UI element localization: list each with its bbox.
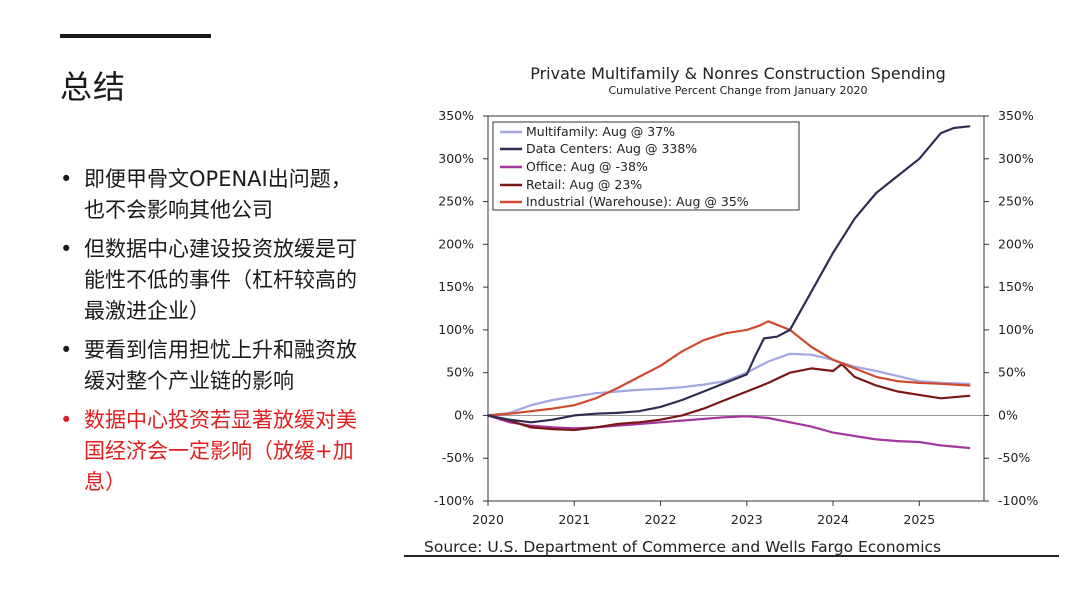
legend: Multifamily: Aug @ 37% Data Centers: Aug…	[492, 121, 800, 211]
x-tick-label: 2022	[645, 512, 677, 527]
chart-title: Private Multifamily & Nonres Constructio…	[530, 64, 946, 83]
legend-box	[492, 121, 800, 211]
title-rule	[60, 34, 211, 38]
y-tick-label-left: 200%	[438, 236, 474, 251]
bullet-item: • 但数据中心建设投资放缓是可能性不低的事件（杠杆较高的最激进企业）	[60, 234, 370, 327]
series-lines	[486, 125, 971, 450]
bullet-text: 要看到信用担忧上升和融资放缓对整个产业链的影响	[84, 338, 357, 393]
y-tick-label-right: 200%	[998, 236, 1034, 251]
y-tick-label-left: 0%	[454, 407, 474, 422]
x-tick-label: 2024	[817, 512, 849, 527]
y-tick-label-right: 50%	[998, 365, 1026, 380]
y-tick-label-right: 300%	[998, 151, 1034, 166]
bullet-dot: •	[60, 338, 73, 362]
slide-title: 总结	[60, 68, 127, 106]
chart-subtitle: Cumulative Percent Change from January 2…	[608, 84, 867, 97]
bullet-item-highlight: • 数据中心投资若显著放缓对美国经济会一定影响（放缓+加息）	[60, 405, 370, 498]
y-tick-label-left: 100%	[438, 322, 474, 337]
y-axis-right: -100% -50% 0% 50% 100% 150% 200% 250% 300% 350%	[984, 108, 1038, 508]
bullet-dot: •	[60, 408, 73, 432]
source-underline	[404, 555, 1059, 557]
chart-svg: Private Multifamily & Nonres Constructio…	[424, 64, 1038, 556]
series-line-multifamily	[486, 352, 971, 417]
legend-label-multifamily: Multifamily: Aug @ 37%	[526, 124, 675, 139]
x-axis: 2020 2021 2022 2023 2024 2025	[472, 501, 935, 527]
series-line-data-centers	[486, 125, 971, 424]
y-tick-label-right: 150%	[998, 279, 1034, 294]
y-axis-left: -100% -50% 0% 50% 100% 150% 200% 250% 300% 350%	[434, 108, 488, 508]
plot-frame	[487, 115, 985, 502]
bullet-text: 即便甲骨文OPENAI出问题，也不会影响其他公司	[84, 167, 352, 222]
legend-label-office: Office: Aug @ -38%	[526, 159, 648, 174]
y-tick-label-left: 250%	[438, 194, 474, 209]
chart-source: Source: U.S. Department of Commerce and …	[424, 538, 941, 556]
y-tick-label-left: 350%	[438, 108, 474, 123]
y-tick-label-right: 0%	[998, 407, 1018, 422]
x-tick-label: 2025	[903, 512, 935, 527]
x-tick-label: 2020	[472, 512, 504, 527]
series-line-retail	[486, 363, 971, 432]
y-tick-label-right: 100%	[998, 322, 1034, 337]
y-tick-label-left: 150%	[438, 279, 474, 294]
y-tick-label-left: -50%	[442, 450, 474, 465]
legend-label-industrial: Industrial (Warehouse): Aug @ 35%	[526, 194, 749, 209]
bullet-dot: •	[60, 237, 73, 261]
bullet-dot: •	[60, 167, 73, 191]
chart: Private Multifamily & Nonres Constructio…	[398, 56, 1062, 562]
y-tick-label-right: -50%	[998, 450, 1030, 465]
bullet-item: • 即便甲骨文OPENAI出问题，也不会影响其他公司	[60, 164, 370, 226]
x-tick-label: 2021	[558, 512, 590, 527]
series-line-office	[486, 414, 971, 450]
y-tick-label-right: -100%	[998, 493, 1038, 508]
y-tick-label-right: 250%	[998, 194, 1034, 209]
legend-label-data-centers: Data Centers: Aug @ 338%	[526, 141, 697, 156]
legend-label-retail: Retail: Aug @ 23%	[526, 177, 642, 192]
bullet-list: • 即便甲骨文OPENAI出问题，也不会影响其他公司 • 但数据中心建设投资放缓是可…	[60, 164, 370, 506]
series-line-industrial-warehouse	[486, 320, 971, 417]
x-tick-label: 2023	[731, 512, 763, 527]
y-tick-label-left: 50%	[446, 365, 474, 380]
bullet-text: 但数据中心建设投资放缓是可能性不低的事件（杠杆较高的最激进企业）	[84, 237, 357, 323]
bullet-item: • 要看到信用担忧上升和融资放缓对整个产业链的影响	[60, 335, 370, 397]
y-tick-label-left: 300%	[438, 151, 474, 166]
bullet-text: 数据中心投资若显著放缓对美国经济会一定影响（放缓+加息）	[84, 408, 357, 494]
y-tick-label-right: 350%	[998, 108, 1034, 123]
y-tick-label-left: -100%	[434, 493, 474, 508]
